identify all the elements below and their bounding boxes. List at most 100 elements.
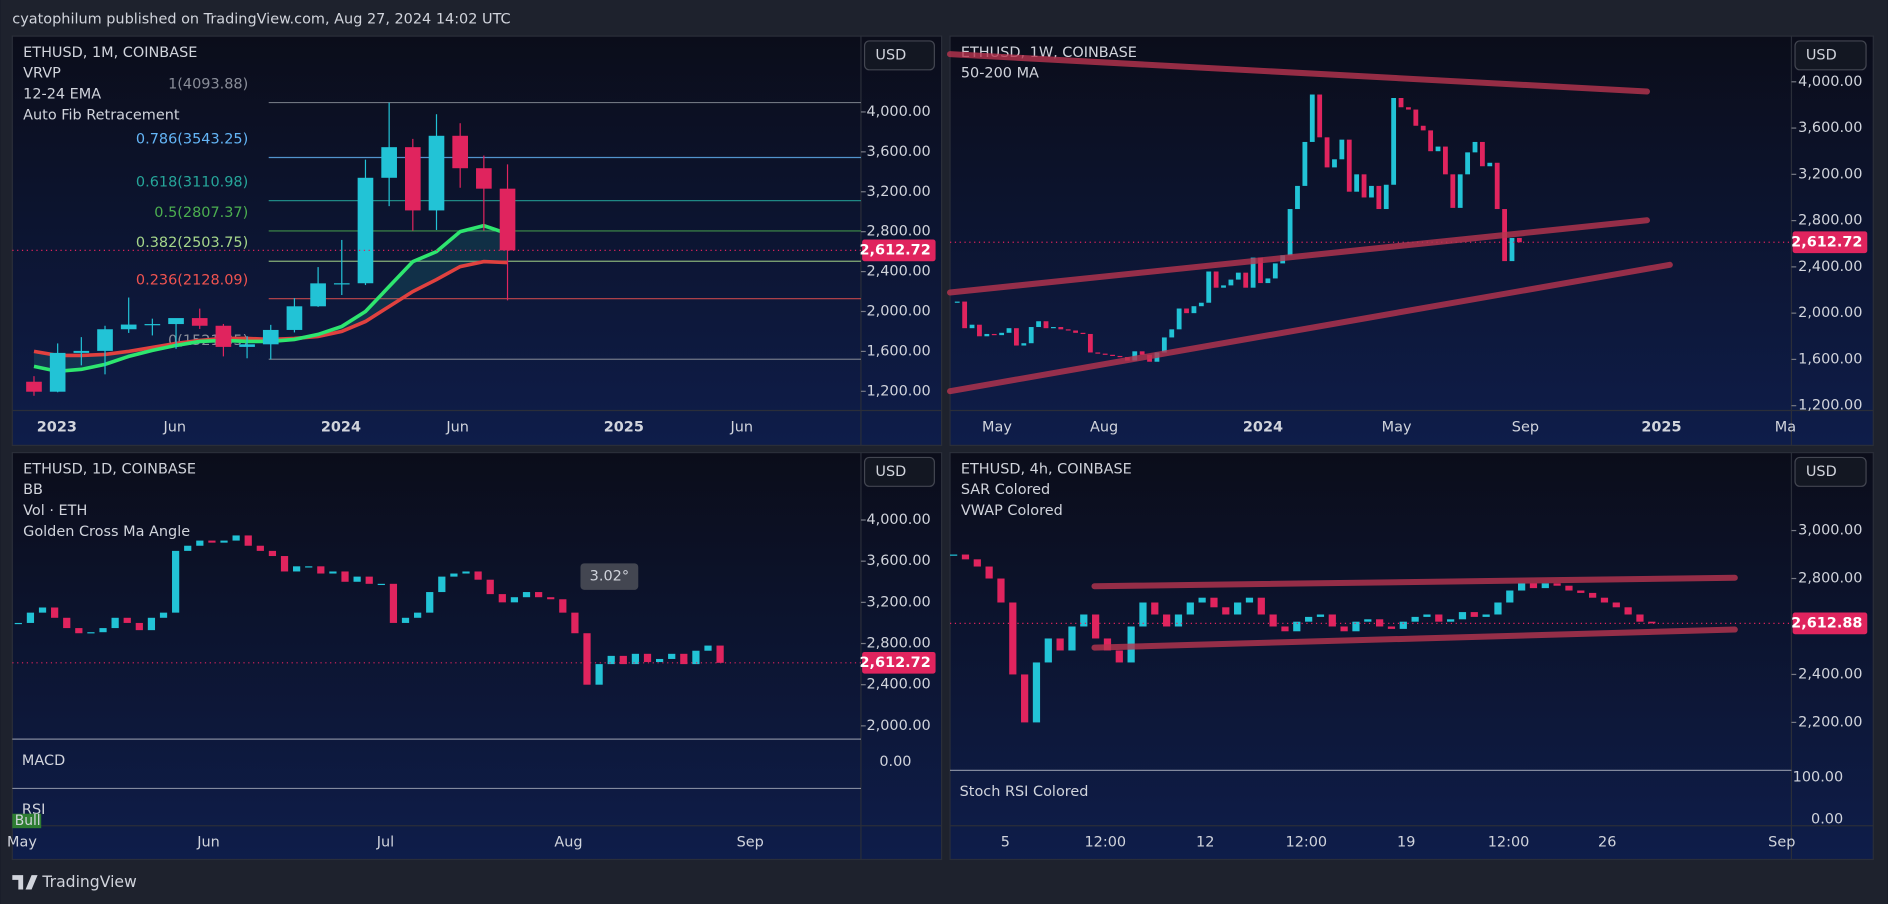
candle-body (631, 653, 640, 665)
candle-body (1014, 328, 1019, 346)
candle-body (1213, 271, 1219, 288)
candle-body (168, 318, 184, 325)
y-tick-label: 2,000.00 (1798, 305, 1862, 321)
candle-body (1058, 327, 1064, 330)
candle-body (14, 622, 22, 625)
indicator-name: Golden Cross Ma Angle (23, 524, 190, 540)
candle-body (1080, 332, 1086, 335)
x-tick-label: 26 (1598, 835, 1616, 851)
candle-body (1443, 146, 1448, 175)
candle-body (147, 617, 156, 631)
candle-body (1406, 107, 1411, 110)
indicator-name: Auto Fib Retracement (23, 108, 180, 124)
x-tick-label: 12:00 (1488, 835, 1530, 851)
candle-body (305, 566, 313, 568)
candle-body (377, 583, 385, 586)
candle-body (1021, 674, 1029, 723)
candle-body (1428, 130, 1434, 152)
symbol: ETHUSD, 1M, COINBASE (23, 45, 197, 61)
panel-background (11, 35, 943, 446)
candle-body (1391, 97, 1397, 185)
candle-body (1198, 597, 1206, 603)
candle-body (1092, 614, 1100, 639)
last-price-label: 2,612.72 (1791, 234, 1862, 250)
candle-body (1458, 612, 1467, 620)
candle-body (1269, 614, 1277, 627)
candle-body (63, 617, 71, 629)
candle-body (1102, 353, 1108, 355)
candle-body (1235, 272, 1241, 280)
x-tick-label: Jun (729, 419, 753, 435)
candle-body (1073, 330, 1078, 333)
y-tick-label: 2,000.00 (866, 303, 930, 319)
candle-body (1265, 278, 1271, 284)
x-tick-label: 2025 (604, 419, 644, 435)
candle-body (215, 325, 232, 347)
x-tick-label: 2024 (1243, 419, 1283, 435)
y-tick-label: 4,000.00 (866, 512, 930, 528)
candle-body (999, 332, 1005, 336)
candle-body (1250, 257, 1256, 288)
candle-body (333, 283, 350, 285)
y-tick-label: 3,600.00 (866, 144, 930, 160)
candle-body (1340, 626, 1348, 632)
x-tick-label: Sep (1768, 835, 1795, 851)
candle-body (232, 535, 240, 541)
candle-body (498, 594, 506, 603)
y-tick-label: 3,200.00 (1798, 166, 1862, 182)
candle-body (1487, 162, 1493, 167)
y-tick-label: 3,000.00 (1798, 523, 1862, 539)
subpane-label: Stoch RSI Colored (960, 784, 1089, 800)
candle-body (997, 578, 1005, 603)
badge: Bull (15, 813, 41, 829)
last-price-label: 2,612.72 (860, 655, 931, 671)
y-tick-label: 2,400.00 (866, 264, 930, 280)
x-tick-label: Sep (1512, 419, 1539, 435)
candle-body (1369, 185, 1374, 198)
candle-body (1324, 137, 1330, 168)
candle-body (499, 188, 516, 251)
x-tick-label: Jun (196, 835, 220, 851)
candle-body (353, 576, 361, 582)
candle-body (1305, 616, 1313, 622)
panel-background (949, 452, 1874, 861)
candle-body (1383, 184, 1389, 210)
candle-body (595, 664, 603, 685)
candle-body (486, 579, 494, 595)
candle-body (962, 301, 968, 329)
indicator-name: BB (23, 482, 43, 498)
candle-body (583, 633, 591, 685)
candle-body (75, 628, 83, 634)
currency-button[interactable] (1794, 456, 1867, 487)
currency-button[interactable] (1794, 40, 1867, 71)
candle-body (1352, 621, 1360, 632)
candle-body (26, 381, 42, 392)
candle-body (1028, 327, 1034, 344)
candle-body (655, 658, 664, 663)
currency-button[interactable] (863, 40, 935, 71)
candle-body (329, 571, 337, 574)
candle-body (1021, 343, 1027, 346)
annotation: 3.02° (590, 569, 629, 585)
candle-body (1281, 626, 1289, 632)
indicator-name: 12-24 EMA (23, 86, 101, 102)
candle-body (1068, 626, 1076, 651)
y-tick-label: 2,400.00 (1798, 666, 1862, 682)
candle-body (1036, 321, 1042, 328)
fib-label: 0.5(2807.37) (154, 205, 248, 221)
candle-body (1163, 614, 1171, 627)
y-tick-label: 2,800.00 (866, 224, 930, 240)
candle-body (404, 147, 421, 211)
candle-body (1494, 162, 1500, 210)
candle-body (414, 612, 422, 618)
currency-button[interactable] (863, 456, 935, 487)
candle-body (1309, 94, 1315, 142)
candle-body (1447, 619, 1455, 622)
candle-body (1364, 619, 1372, 622)
candle-body (159, 612, 168, 618)
x-tick-label: 2025 (1641, 419, 1681, 435)
candle-body (1065, 329, 1071, 331)
candle-body (1339, 139, 1345, 160)
